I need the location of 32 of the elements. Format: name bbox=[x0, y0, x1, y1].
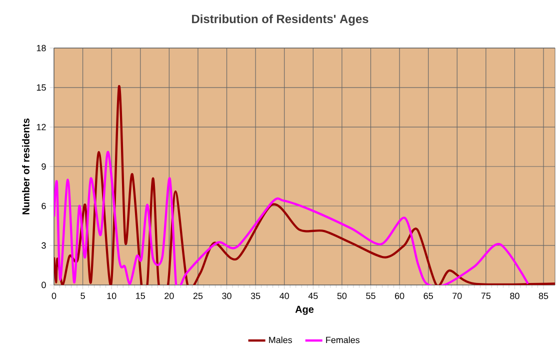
x-tick-label: 70 bbox=[452, 292, 462, 300]
legend-label: Females bbox=[326, 336, 360, 344]
x-tick-label: 20 bbox=[164, 292, 174, 300]
line-series bbox=[54, 150, 530, 285]
y-tick-label: 3 bbox=[42, 242, 46, 249]
y-axis-title: Number of residents bbox=[22, 118, 30, 214]
x-tick-label: 60 bbox=[395, 292, 404, 300]
x-tick-label: 45 bbox=[308, 292, 318, 300]
y-tick-label: 0 bbox=[42, 282, 46, 288]
y-tick-label: 18 bbox=[36, 44, 46, 52]
y-tick-label: 12 bbox=[36, 124, 46, 130]
x-tick-label: 40 bbox=[280, 292, 289, 300]
x-tick-label: 50 bbox=[337, 292, 347, 300]
x-axis-title: Age bbox=[295, 306, 314, 315]
line-series bbox=[54, 85, 556, 285]
x-tick-label: 5 bbox=[80, 292, 85, 300]
x-tick-label: 35 bbox=[250, 292, 260, 300]
y-tick-label: 15 bbox=[36, 84, 46, 91]
x-tick-label: 55 bbox=[366, 292, 376, 300]
x-tick-label: 15 bbox=[136, 292, 145, 300]
x-tick-label: 30 bbox=[222, 292, 232, 300]
y-tick-label: 6 bbox=[42, 202, 46, 210]
x-tick-label: 10 bbox=[107, 292, 116, 300]
legend-label: Males bbox=[269, 336, 292, 344]
x-tick-label: 75 bbox=[481, 292, 491, 300]
x-tick-label: 85 bbox=[538, 292, 548, 300]
x-tick-label: 25 bbox=[193, 292, 203, 300]
y-tick-label: 9 bbox=[42, 163, 46, 170]
chart-title: Distribution of Residents' Ages bbox=[192, 14, 368, 26]
x-tick-label: 80 bbox=[510, 292, 520, 300]
x-tick-label: 65 bbox=[424, 292, 433, 300]
x-tick-label: 0 bbox=[52, 292, 56, 300]
